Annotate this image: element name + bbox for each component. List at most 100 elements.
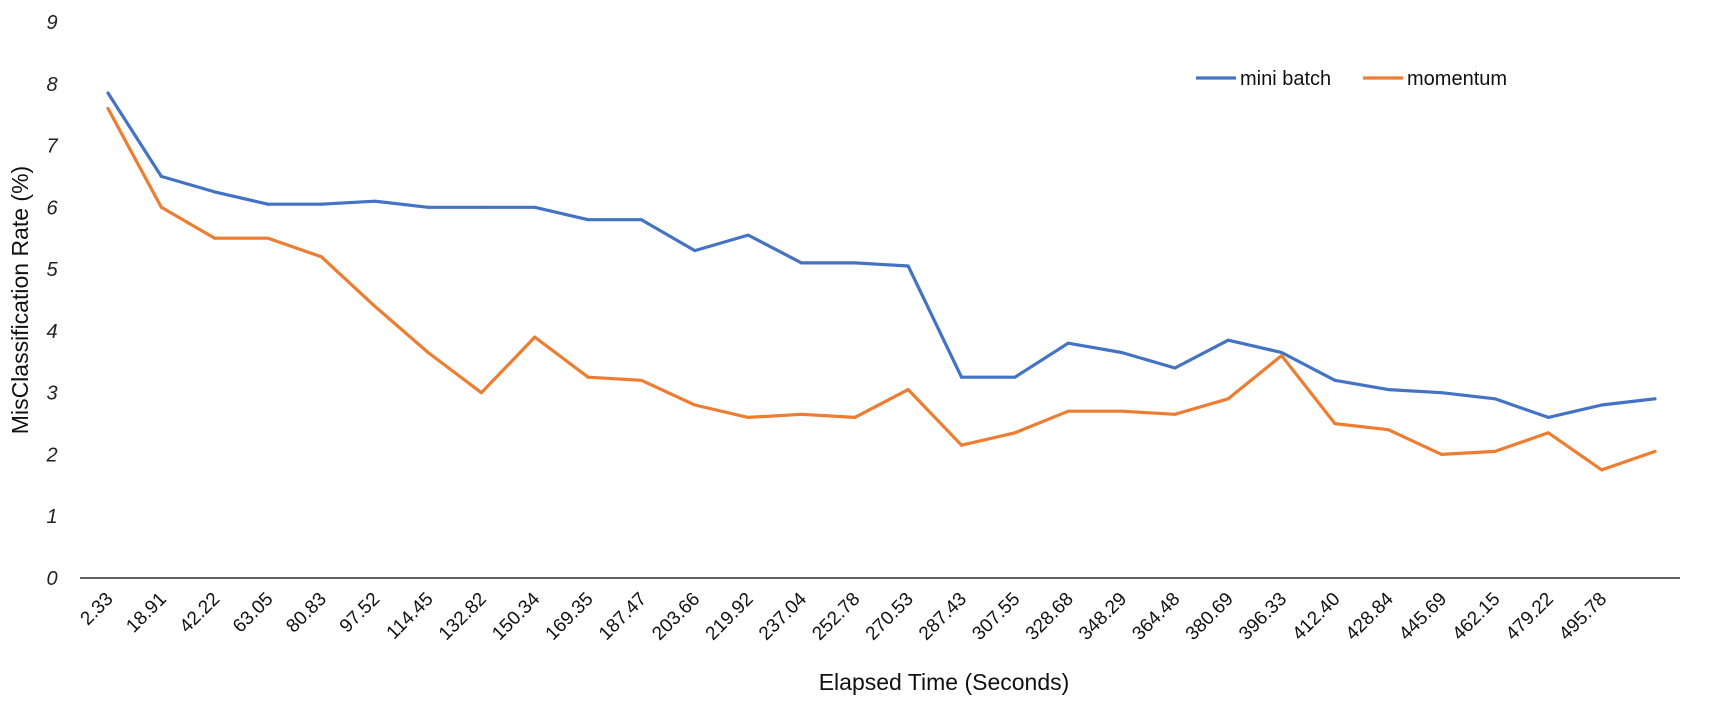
y-tick-label: 0 [46, 568, 57, 590]
x-tick-label: 428.84 [1342, 588, 1398, 644]
data-point [533, 335, 537, 339]
x-tick-label: 237.04 [755, 588, 811, 644]
x-tick-label: 445.69 [1395, 589, 1451, 645]
x-tick-label: 219.92 [702, 589, 758, 645]
data-point [106, 91, 110, 95]
data-point [853, 415, 857, 419]
data-point [159, 205, 163, 209]
data-point [1280, 351, 1284, 354]
data-point [800, 412, 803, 416]
data-point [1386, 388, 1390, 392]
data-point [1600, 468, 1604, 472]
data-point [426, 205, 430, 209]
data-point [319, 255, 323, 259]
x-tick-label: 270.53 [862, 589, 918, 645]
data-point [1653, 397, 1657, 401]
data-point [1066, 341, 1070, 345]
x-tick-label: 187.47 [595, 589, 651, 645]
data-point [213, 236, 217, 240]
data-point [1333, 422, 1337, 426]
x-tick-label: 412.40 [1289, 589, 1345, 645]
data-point [800, 261, 803, 265]
y-tick-label: 8 [46, 74, 57, 96]
x-tick-label: 287.43 [915, 589, 971, 645]
data-point [1013, 375, 1017, 379]
data-point [1333, 378, 1337, 382]
data-point [266, 236, 270, 240]
x-tick-label: 307.55 [968, 589, 1024, 645]
data-point [1493, 397, 1497, 401]
series-line-mini-batch [106, 91, 1657, 419]
data-point [1440, 391, 1444, 395]
y-tick-label: 3 [46, 383, 57, 405]
data-point [693, 403, 697, 407]
y-axis-ticks: 0 1 2 3 4 5 6 7 8 9 [45, 12, 58, 590]
series-line-momentum [106, 106, 1657, 472]
x-tick-label: 114.45 [383, 589, 438, 644]
y-axis-title: MisClassification Rate (%) [7, 166, 33, 434]
data-point [746, 233, 750, 237]
data-point [159, 174, 163, 178]
data-point [1386, 428, 1390, 432]
x-tick-label: 328.68 [1022, 589, 1078, 645]
x-tick-label: 150.34 [488, 588, 544, 644]
y-tick-label: 7 [46, 136, 58, 158]
x-tick-label: 252.78 [808, 589, 864, 645]
data-point [1173, 366, 1177, 370]
data-point [1013, 431, 1017, 435]
x-tick-label: 479.22 [1502, 589, 1558, 645]
x-tick-label: 2.33 [77, 589, 118, 630]
x-tick-label: 364.48 [1128, 589, 1184, 645]
x-tick-label: 63.05 [229, 589, 277, 637]
y-tick-label: 6 [46, 197, 58, 219]
data-point [1280, 354, 1284, 358]
data-point [639, 378, 643, 382]
data-point [373, 199, 377, 203]
data-point [1226, 338, 1230, 342]
x-tick-label: 132.82 [435, 589, 491, 645]
data-point [373, 304, 377, 308]
x-tick-label: 396.33 [1235, 589, 1291, 645]
data-point [906, 264, 910, 268]
data-point [1120, 351, 1124, 354]
y-tick-label: 4 [46, 321, 57, 343]
y-tick-label: 9 [46, 12, 57, 34]
data-point [319, 202, 323, 206]
x-tick-label: 380.69 [1182, 589, 1238, 645]
x-tick-label: 495.78 [1555, 589, 1611, 645]
data-point [479, 391, 483, 395]
data-point [213, 190, 217, 194]
data-point [1226, 397, 1230, 401]
legend-label: momentum [1407, 68, 1507, 90]
data-point [1120, 409, 1124, 413]
data-point [106, 107, 110, 110]
x-tick-label: 97.52 [336, 589, 384, 637]
data-point [533, 205, 537, 209]
data-point [1546, 431, 1550, 435]
x-tick-label: 203.66 [648, 589, 704, 645]
data-point [266, 202, 270, 206]
data-point [853, 261, 857, 265]
data-point [1600, 403, 1604, 407]
data-point [960, 375, 963, 379]
data-point [1653, 449, 1657, 453]
data-point [746, 415, 750, 419]
y-tick-label: 1 [46, 506, 57, 528]
data-point [906, 388, 910, 392]
data-point [960, 443, 963, 447]
x-axis-title: Elapsed Time (Seconds) [819, 669, 1070, 695]
data-point [586, 218, 590, 222]
data-point [639, 218, 643, 222]
data-point [479, 205, 483, 209]
x-tick-label: 348.29 [1075, 589, 1131, 645]
y-tick-label: 2 [45, 444, 57, 466]
data-point [1173, 412, 1177, 416]
data-point [426, 351, 430, 354]
data-point [1066, 409, 1070, 413]
x-tick-label: 80.83 [282, 589, 330, 637]
legend-label: mini batch [1240, 68, 1331, 90]
x-tick-label: 18.91 [122, 589, 170, 637]
y-tick-label: 5 [46, 259, 58, 281]
